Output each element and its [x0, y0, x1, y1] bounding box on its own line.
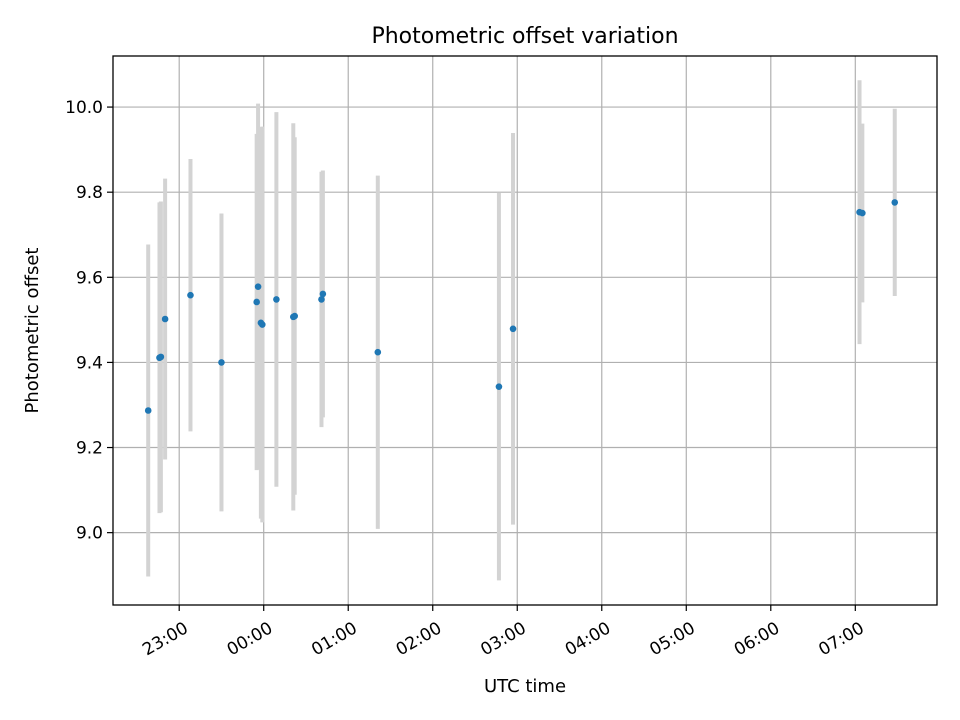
y-axis-ticks: 9.0 9.2 9.4 9.6 9.8 10.0	[65, 98, 113, 544]
error-bars	[146, 80, 897, 581]
x-tick-label: 03:00	[477, 618, 529, 660]
data-point	[273, 296, 280, 303]
data-point	[218, 359, 225, 366]
y-axis-label: Photometric offset	[22, 248, 43, 414]
data-point	[374, 348, 382, 356]
data-point	[891, 199, 899, 206]
x-tick-label: 23:00	[139, 618, 191, 660]
plot-frame	[112, 55, 938, 606]
x-axis-ticks: 23:00 00:00 01:00 02:00 03:00 04:00 05:00 06:00…	[139, 605, 868, 660]
y-tick-label: 9.2	[76, 439, 103, 459]
x-tick-label: 01:00	[308, 618, 360, 660]
data-points	[144, 199, 899, 414]
data-point	[859, 209, 866, 217]
x-tick-label: 05:00	[646, 618, 698, 660]
x-tick-label: 06:00	[731, 618, 783, 660]
data-point	[161, 315, 169, 323]
y-tick-label: 9.4	[76, 353, 103, 373]
data-point	[318, 296, 325, 303]
data-point	[187, 291, 194, 299]
x-tick-label: 04:00	[562, 618, 614, 660]
grid	[113, 56, 937, 605]
data-point	[253, 298, 260, 306]
data-point	[144, 407, 152, 414]
data-point	[259, 321, 266, 328]
x-tick-label: 07:00	[815, 618, 867, 660]
chart-title: Photometric offset variation	[371, 24, 678, 49]
data-point	[157, 353, 165, 361]
x-tick-label: 02:00	[393, 618, 445, 660]
data-point	[509, 325, 517, 333]
data-point	[495, 383, 503, 390]
x-axis-label: UTC time	[484, 676, 566, 697]
y-tick-label: 9.8	[76, 183, 103, 203]
data-point	[319, 290, 327, 298]
data-point	[291, 312, 299, 320]
y-tick-label: 9.0	[76, 524, 103, 544]
y-tick-label: 10.0	[65, 98, 103, 118]
data-point	[254, 283, 262, 290]
y-tick-label: 9.6	[76, 268, 103, 288]
x-tick-label: 00:00	[224, 618, 276, 660]
